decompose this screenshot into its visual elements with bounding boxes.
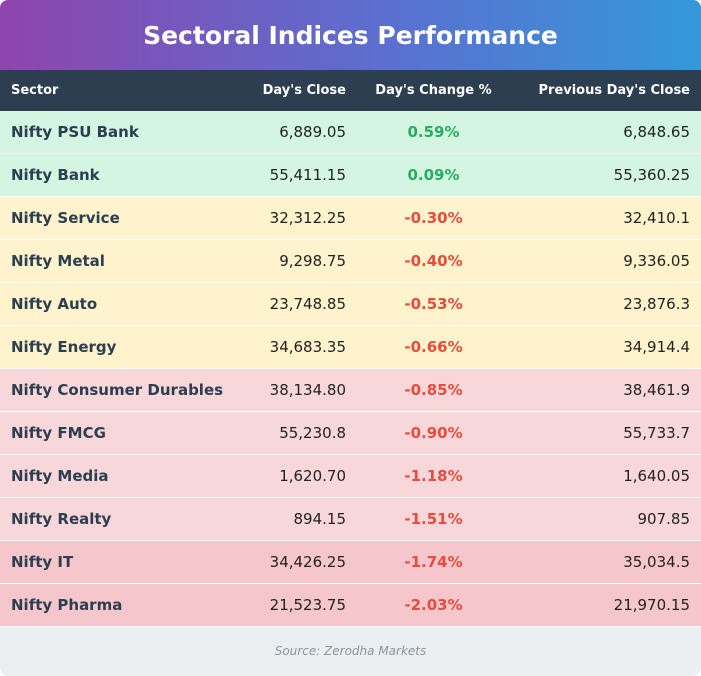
table-cell: Nifty Consumer Durables — [0, 368, 245, 412]
table-cell: Nifty Bank — [0, 153, 245, 197]
table-cell: 35,034.5 — [510, 540, 701, 584]
table-header: Sector Day's Close Day's Change % Previous … — [0, 70, 701, 111]
table-row: Nifty Consumer Durables 38,134.80 -0.85% 38… — [0, 368, 701, 412]
table-cell: 55,733.7 — [510, 411, 701, 455]
table-row: Nifty Metal 9,298.75 -0.40% 9,336.05 — [0, 239, 701, 283]
table-cell: -0.85% — [357, 368, 510, 412]
table-cell: 23,876.3 — [510, 282, 701, 326]
column-header: Previous Day's Close — [510, 70, 701, 111]
table-cell: Nifty FMCG — [0, 411, 245, 455]
table-cell: 34,683.35 — [245, 325, 357, 369]
table-cell: Nifty Energy — [0, 325, 245, 369]
table-cell: -0.30% — [357, 196, 510, 240]
table-cell: 9,298.75 — [245, 239, 357, 283]
table-cell: 6,848.65 — [510, 111, 701, 154]
table-row: Nifty Energy 34,683.35 -0.66% 34,914.4 — [0, 325, 701, 369]
table-cell: -1.74% — [357, 540, 510, 584]
table-cell: 0.59% — [357, 111, 510, 154]
table-cell: 32,410.1 — [510, 196, 701, 240]
table-cell: 23,748.85 — [245, 282, 357, 326]
table-row: Nifty FMCG 55,230.8 -0.90% 55,733.7 — [0, 411, 701, 455]
table-row: Nifty Realty 894.15 -1.51% 907.85 — [0, 497, 701, 541]
table-body: Nifty PSU Bank 6,889.05 0.59% 6,848.65 Nifty… — [0, 111, 701, 627]
table-cell: Nifty Pharma — [0, 583, 245, 627]
table-row: Nifty Media 1,620.70 -1.18% 1,640.05 — [0, 454, 701, 498]
table: Sector Day's Close Day's Change % Previous … — [0, 70, 701, 627]
table-cell: Nifty Realty — [0, 497, 245, 541]
table-cell: Nifty PSU Bank — [0, 111, 245, 154]
table-cell: -0.53% — [357, 282, 510, 326]
table-row: Nifty Auto 23,748.85 -0.53% 23,876.3 — [0, 282, 701, 326]
table-cell: 55,230.8 — [245, 411, 357, 455]
table-cell: Nifty Auto — [0, 282, 245, 326]
table-row: Nifty PSU Bank 6,889.05 0.59% 6,848.65 — [0, 111, 701, 154]
table-row: Nifty IT 34,426.25 -1.74% 35,034.5 — [0, 540, 701, 584]
header-row: Sector Day's Close Day's Change % Previous … — [0, 70, 701, 111]
table-cell: 34,914.4 — [510, 325, 701, 369]
table-cell: -1.18% — [357, 454, 510, 498]
table-cell: 55,411.15 — [245, 153, 357, 197]
table-row: Nifty Service 32,312.25 -0.30% 32,410.1 — [0, 196, 701, 240]
table-cell: -1.51% — [357, 497, 510, 541]
column-header: Day's Change % — [357, 70, 510, 111]
table-cell: -0.40% — [357, 239, 510, 283]
source: Source: Zerodha Markets — [274, 644, 427, 658]
table-row: Nifty Pharma 21,523.75 -2.03% 21,970.15 — [0, 583, 701, 627]
table-cell: 907.85 — [510, 497, 701, 541]
table-cell: -0.90% — [357, 411, 510, 455]
table-cell: 34,426.25 — [245, 540, 357, 584]
table-row: Nifty Bank 55,411.15 0.09% 55,360.25 — [0, 153, 701, 197]
table-cell: 1,620.70 — [245, 454, 357, 498]
table-cell: 0.09% — [357, 153, 510, 197]
table-cell: 1,640.05 — [510, 454, 701, 498]
table-cell: Nifty Service — [0, 196, 245, 240]
title: Sectoral Indices Performance — [0, 0, 701, 70]
table-cell: 9,336.05 — [510, 239, 701, 283]
table-cell: Nifty Metal — [0, 239, 245, 283]
table-cell: 21,970.15 — [510, 583, 701, 627]
table-cell: Nifty IT — [0, 540, 245, 584]
table-cell: 38,461.9 — [510, 368, 701, 412]
table-cell: 55,360.25 — [510, 153, 701, 197]
table-cell: Nifty Media — [0, 454, 245, 498]
column-header: Sector — [0, 70, 245, 111]
table-cell: 6,889.05 — [245, 111, 357, 154]
table-cell: -2.03% — [357, 583, 510, 627]
column-header: Day's Close — [245, 70, 357, 111]
table-cell: 32,312.25 — [245, 196, 357, 240]
table-cell: -0.66% — [357, 325, 510, 369]
table-cell: 38,134.80 — [245, 368, 357, 412]
table-cell: 894.15 — [245, 497, 357, 541]
table-cell: 21,523.75 — [245, 583, 357, 627]
